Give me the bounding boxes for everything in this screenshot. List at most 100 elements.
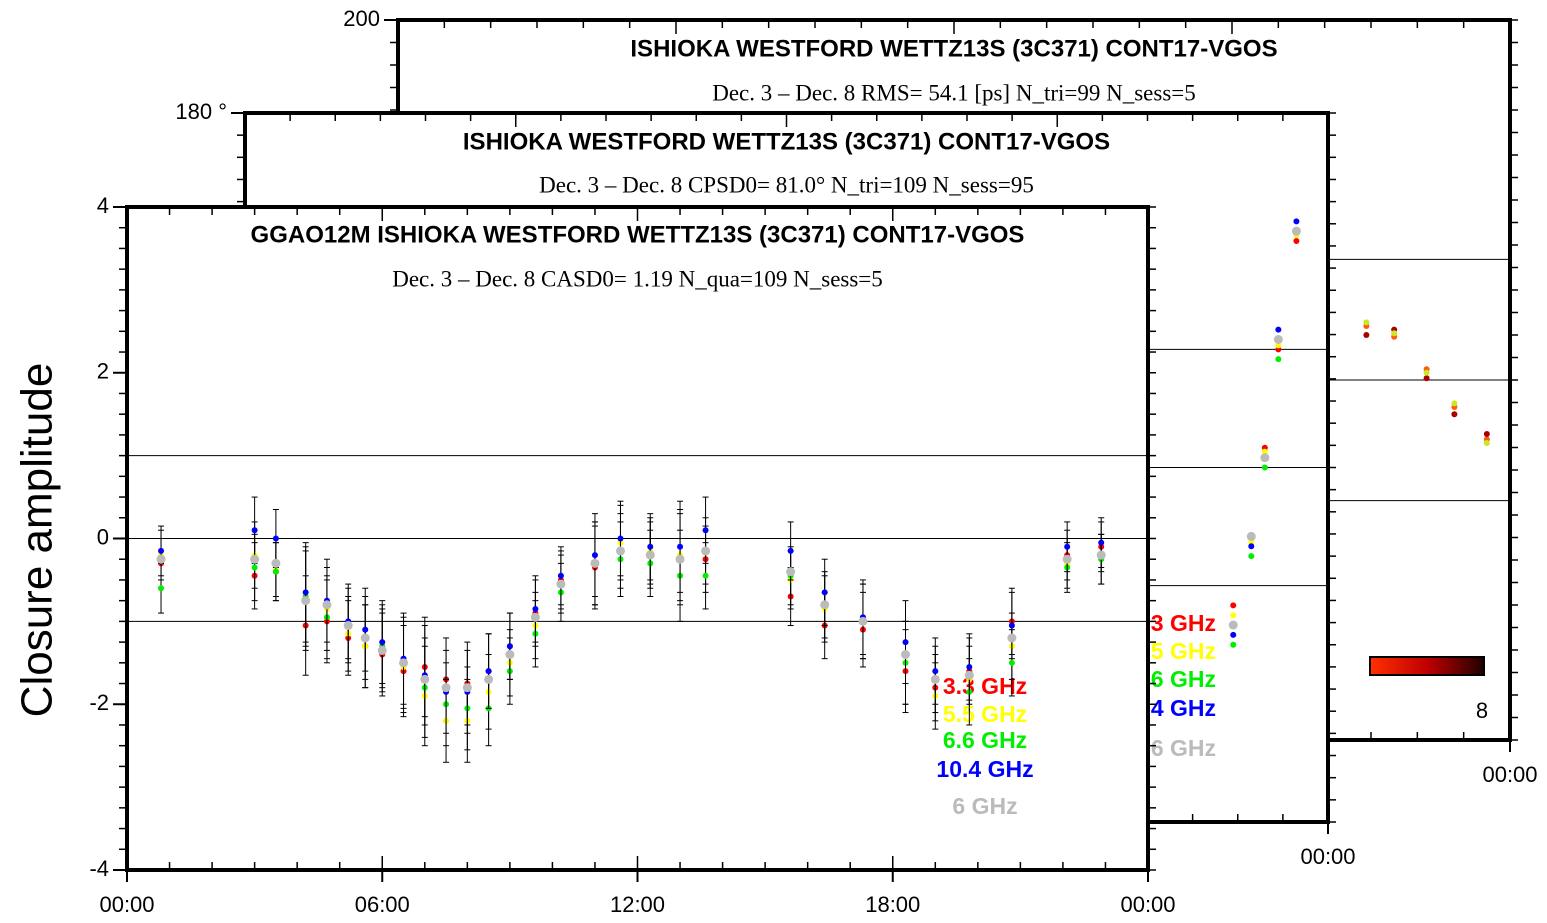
point: [1423, 375, 1430, 382]
chart-title: ISHIOKA WESTFORD WETTZ13S (3C371) CONT17…: [630, 35, 1277, 62]
point: [377, 645, 387, 655]
point: [1062, 554, 1072, 564]
point: [1261, 464, 1268, 471]
point: [902, 639, 909, 646]
point: [645, 550, 655, 560]
legend-label: 6.6 GHz: [943, 727, 1027, 753]
point: [462, 683, 472, 693]
point: [1275, 342, 1282, 349]
point: [615, 546, 625, 556]
point: [1230, 641, 1237, 648]
point: [677, 543, 684, 550]
point: [1228, 620, 1238, 630]
point: [1291, 226, 1301, 236]
point: [379, 639, 386, 646]
point: [251, 527, 258, 534]
legend-label: 10.4 GHz: [936, 756, 1033, 782]
point: [964, 670, 974, 680]
point: [1391, 330, 1398, 337]
x-tick-label: 18:00: [865, 892, 920, 917]
point: [250, 554, 260, 564]
y-tick-label: 200: [343, 6, 380, 31]
point: [1230, 612, 1237, 619]
point: [441, 683, 451, 693]
point: [484, 674, 494, 684]
chart-subtitle: Dec. 3 – Dec. 8 RMS= 54.1 [ps] N_tri=99 …: [712, 80, 1196, 105]
point: [322, 600, 332, 610]
panel: -4 -2 0 2 4 00:00 06:00 12:00 18:00 00:00 GGAO12M …: [13, 193, 1176, 917]
point: [675, 554, 685, 564]
legend-label: 6 GHz: [1151, 735, 1216, 761]
colorbar-label: 8: [1476, 698, 1488, 723]
point: [901, 650, 911, 660]
point: [272, 568, 279, 575]
point: [858, 616, 868, 626]
point: [1483, 431, 1490, 437]
point: [701, 546, 711, 556]
point: [399, 658, 409, 668]
point: [158, 547, 165, 554]
point: [1007, 633, 1017, 643]
x-tick-label: 12:00: [610, 892, 665, 917]
point: [485, 668, 492, 675]
chart-subtitle: Dec. 3 – Dec. 8 CPSD0= 81.0° N_tri=109 N…: [539, 172, 1034, 197]
point: [1096, 550, 1106, 560]
point: [617, 535, 624, 542]
point: [1248, 553, 1255, 560]
point: [1064, 543, 1071, 550]
point: [1293, 218, 1300, 225]
point: [590, 558, 600, 568]
point: [966, 663, 973, 670]
point: [1260, 453, 1270, 463]
point: [1273, 334, 1283, 344]
legend-label: 6 GHz: [952, 793, 1017, 819]
point: [1008, 622, 1015, 629]
point: [557, 572, 564, 579]
y-axis-label: Closure amplitude: [13, 363, 62, 718]
point: [786, 567, 796, 577]
chart-title: ISHIOKA WESTFORD WETTZ13S (3C371) CONT17…: [463, 128, 1110, 155]
point: [362, 626, 369, 633]
x-tick-label: 00:00: [1482, 762, 1537, 787]
point: [821, 589, 828, 596]
y-tick-label: 4: [97, 193, 109, 218]
x-tick-label: 00:00: [1120, 892, 1175, 917]
y-tick-label: -4: [89, 856, 109, 881]
point: [343, 621, 353, 631]
point: [251, 564, 258, 571]
point: [272, 535, 279, 542]
point: [1423, 369, 1430, 376]
point: [505, 650, 515, 660]
point: [1275, 326, 1282, 333]
point: [1451, 411, 1458, 418]
point: [591, 552, 598, 559]
point: [820, 600, 830, 610]
point: [530, 612, 540, 622]
colorbar: [1369, 656, 1485, 676]
point: [787, 547, 794, 554]
x-tick-label: 00:00: [1300, 844, 1355, 869]
x-tick-label: 06:00: [355, 892, 410, 917]
point: [302, 589, 309, 596]
point: [932, 668, 939, 675]
point: [1008, 659, 1015, 666]
legend-label: 3.3 GHz: [943, 673, 1027, 699]
point: [647, 543, 654, 550]
chart-title: GGAO12M ISHIOKA WESTFORD WETTZ13S (3C371…: [251, 221, 1025, 248]
point: [702, 572, 709, 579]
point: [1246, 531, 1256, 541]
y-tick-label: 2: [97, 359, 109, 384]
point: [1230, 602, 1237, 609]
point: [532, 605, 539, 612]
point: [420, 674, 430, 684]
y-tick-label: -2: [89, 690, 109, 715]
point: [271, 558, 281, 568]
point: [556, 579, 566, 589]
point: [360, 633, 370, 643]
point: [1261, 448, 1268, 455]
point: [1248, 543, 1255, 550]
y-tick-label: 180 °: [175, 99, 227, 124]
point: [1230, 631, 1237, 638]
point: [1363, 332, 1370, 338]
